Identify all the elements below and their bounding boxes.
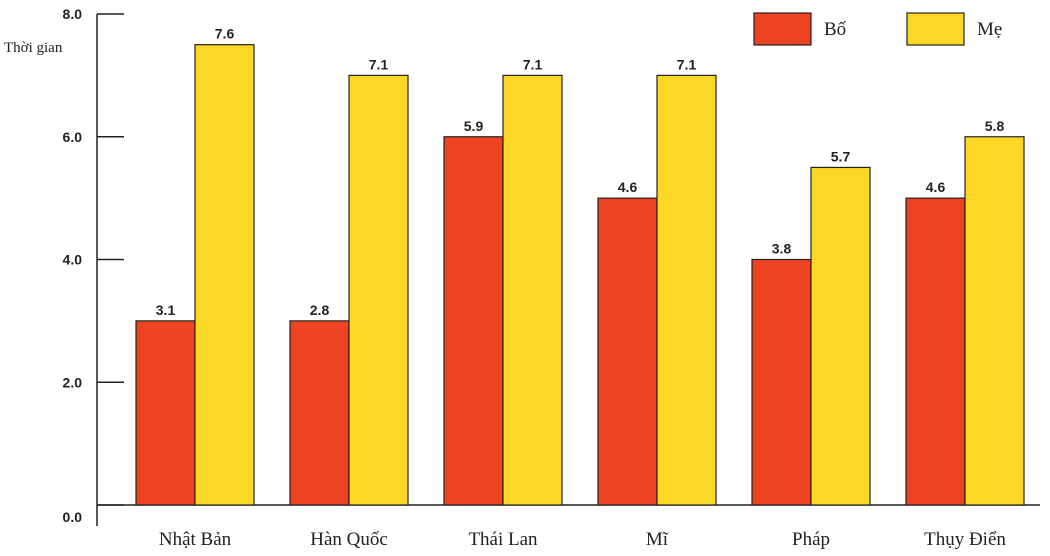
- data-label: 7.1: [523, 56, 543, 72]
- data-label: 3.8: [772, 241, 792, 257]
- bar-me: [194, 44, 255, 506]
- bar-me: [502, 74, 563, 506]
- data-label: 3.1: [156, 302, 176, 318]
- y-tick-label: 4.0: [63, 252, 83, 268]
- data-label: 4.6: [618, 179, 638, 195]
- bar-bo: [905, 197, 966, 506]
- category-labels: Nhật Bản Hàn Quốc Thái Lan Mĩ Pháp Thụy Điển: [159, 529, 1007, 550]
- data-label: 2.8: [310, 302, 330, 318]
- legend-swatch: [906, 12, 965, 46]
- data-label: 4.6: [926, 179, 946, 195]
- bar-me: [964, 136, 1025, 506]
- data-label: 7.6: [215, 26, 235, 42]
- x-tick-label: Hàn Quốc: [310, 529, 388, 550]
- data-label: 5.7: [831, 148, 851, 164]
- bars: [135, 44, 1025, 506]
- data-label: 7.1: [677, 56, 697, 72]
- y-tick-label: 6.0: [63, 129, 83, 145]
- legend-label: Mẹ: [977, 19, 1002, 40]
- x-tick-label: Thụy Điển: [924, 529, 1006, 550]
- bar-bo: [597, 197, 658, 506]
- y-tick-label: 0.0: [63, 509, 83, 525]
- x-tick-label: Nhật Bản: [159, 529, 232, 550]
- bar-me: [348, 74, 409, 506]
- bar-me: [656, 74, 717, 506]
- y-axis-label: Thời gian: [4, 40, 63, 56]
- bar-bo: [135, 320, 196, 506]
- bar-me: [810, 166, 871, 506]
- bar-bo: [751, 258, 812, 506]
- x-tick-label: Thái Lan: [468, 529, 538, 550]
- y-tick-label: 2.0: [63, 374, 83, 390]
- legend: Bố Mẹ: [753, 12, 1002, 46]
- legend-label: Bố: [824, 19, 847, 40]
- bar-bo: [443, 136, 504, 506]
- data-label: 5.9: [464, 118, 484, 134]
- y-tick-label: 8.0: [63, 6, 83, 22]
- bar-bo: [289, 320, 350, 506]
- data-labels: 3.1 7.6 2.8 7.1 5.9 7.1 4.6 7.1 3.8 5.7 4.6 5.8: [156, 26, 1005, 318]
- y-ticks: 0.0 2.0 4.0 6.0 8.0: [63, 6, 124, 525]
- data-label: 5.8: [985, 118, 1005, 134]
- x-tick-label: Mĩ: [646, 529, 669, 550]
- legend-swatch: [753, 12, 812, 46]
- x-tick-label: Pháp: [792, 529, 830, 550]
- data-label: 7.1: [369, 56, 389, 72]
